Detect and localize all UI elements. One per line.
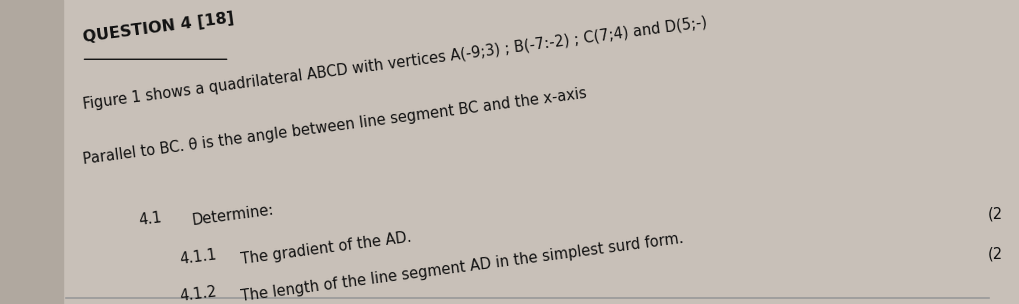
Text: 4.1.2: 4.1.2 (178, 284, 217, 304)
Text: Parallel to BC. θ is the angle between line segment BC and the x-axis: Parallel to BC. θ is the angle between l… (82, 86, 587, 167)
Text: Figure 1 shows a quadrilateral ABCD with vertices A(-9;3) ; B(-7:-2) ; C(7;4) an: Figure 1 shows a quadrilateral ABCD with… (82, 15, 707, 112)
Text: The length of the line segment AD in the simplest surd form.: The length of the line segment AD in the… (239, 230, 684, 304)
Text: The gradient of the AD.: The gradient of the AD. (239, 230, 412, 267)
Text: QUESTION 4 [18]: QUESTION 4 [18] (82, 11, 234, 45)
Text: Determine:: Determine: (191, 202, 274, 228)
Text: (2: (2 (986, 207, 1002, 222)
Text: 4.1: 4.1 (138, 210, 163, 228)
Text: 4.1.1: 4.1.1 (178, 247, 217, 267)
Bar (0, 0, 63, 304)
Text: (2: (2 (986, 246, 1002, 261)
